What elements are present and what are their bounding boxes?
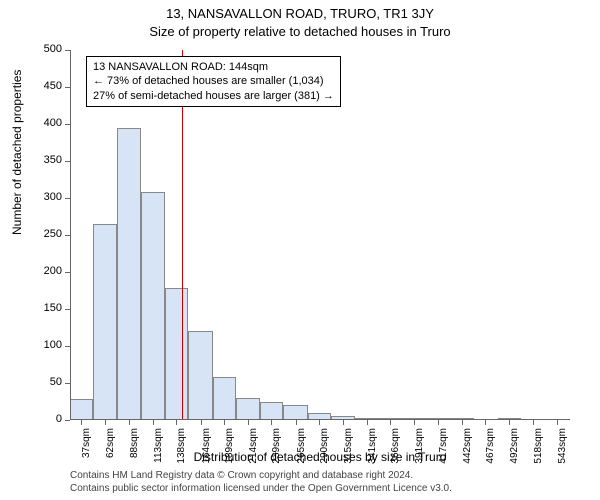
- y-tick-mark: [65, 235, 70, 236]
- annotation-line: 13 NANSAVALLON ROAD: 144sqm: [93, 60, 334, 74]
- histogram-chart: 050100150200250300350400450500 37sqm62sq…: [70, 50, 570, 420]
- y-tick-mark: [65, 383, 70, 384]
- x-tick-mark: [367, 420, 368, 425]
- annotation-box: 13 NANSAVALLON ROAD: 144sqm← 73% of deta…: [86, 56, 341, 107]
- y-tick-label: 500: [22, 43, 62, 55]
- y-tick-label: 100: [22, 339, 62, 351]
- y-tick-mark: [65, 272, 70, 273]
- x-tick-mark: [296, 420, 297, 425]
- footer-copyright-2: Contains public sector information licen…: [70, 483, 452, 494]
- x-tick-mark: [557, 420, 558, 425]
- x-tick-mark: [462, 420, 463, 425]
- y-tick-mark: [65, 420, 70, 421]
- x-tick-mark: [509, 420, 510, 425]
- y-tick-mark: [65, 198, 70, 199]
- x-tick-mark: [248, 420, 249, 425]
- annotation-line: 27% of semi-detached houses are larger (…: [93, 89, 334, 103]
- x-tick-mark: [343, 420, 344, 425]
- x-tick-mark: [224, 420, 225, 425]
- annotation-line: ← 73% of detached houses are smaller (1,…: [93, 74, 334, 88]
- y-tick-label: 0: [22, 413, 62, 425]
- x-tick-mark: [153, 420, 154, 425]
- y-tick-label: 400: [22, 117, 62, 129]
- x-tick-mark: [414, 420, 415, 425]
- y-tick-mark: [65, 50, 70, 51]
- x-tick-mark: [390, 420, 391, 425]
- y-tick-label: 250: [22, 228, 62, 240]
- y-tick-label: 450: [22, 80, 62, 92]
- y-tick-mark: [65, 309, 70, 310]
- y-axis-label: Number of detached properties: [10, 70, 24, 235]
- y-tick-mark: [65, 124, 70, 125]
- x-tick-mark: [176, 420, 177, 425]
- x-tick-mark: [81, 420, 82, 425]
- x-axis-label: Distribution of detached houses by size …: [70, 450, 570, 464]
- y-tick-label: 200: [22, 265, 62, 277]
- x-tick-mark: [105, 420, 106, 425]
- x-tick-mark: [485, 420, 486, 425]
- x-tick-mark: [271, 420, 272, 425]
- x-tick-mark: [533, 420, 534, 425]
- y-tick-label: 50: [22, 376, 62, 388]
- footer-copyright-1: Contains HM Land Registry data © Crown c…: [70, 470, 413, 481]
- y-tick-mark: [65, 346, 70, 347]
- page-title-line2: Size of property relative to detached ho…: [0, 24, 600, 39]
- x-tick-mark: [129, 420, 130, 425]
- x-tick-mark: [201, 420, 202, 425]
- y-tick-label: 300: [22, 191, 62, 203]
- y-tick-label: 150: [22, 302, 62, 314]
- x-tick-mark: [319, 420, 320, 425]
- y-tick-mark: [65, 161, 70, 162]
- page-title-line1: 13, NANSAVALLON ROAD, TRURO, TR1 3JY: [0, 6, 600, 21]
- y-tick-mark: [65, 87, 70, 88]
- y-tick-label: 350: [22, 154, 62, 166]
- x-tick-mark: [438, 420, 439, 425]
